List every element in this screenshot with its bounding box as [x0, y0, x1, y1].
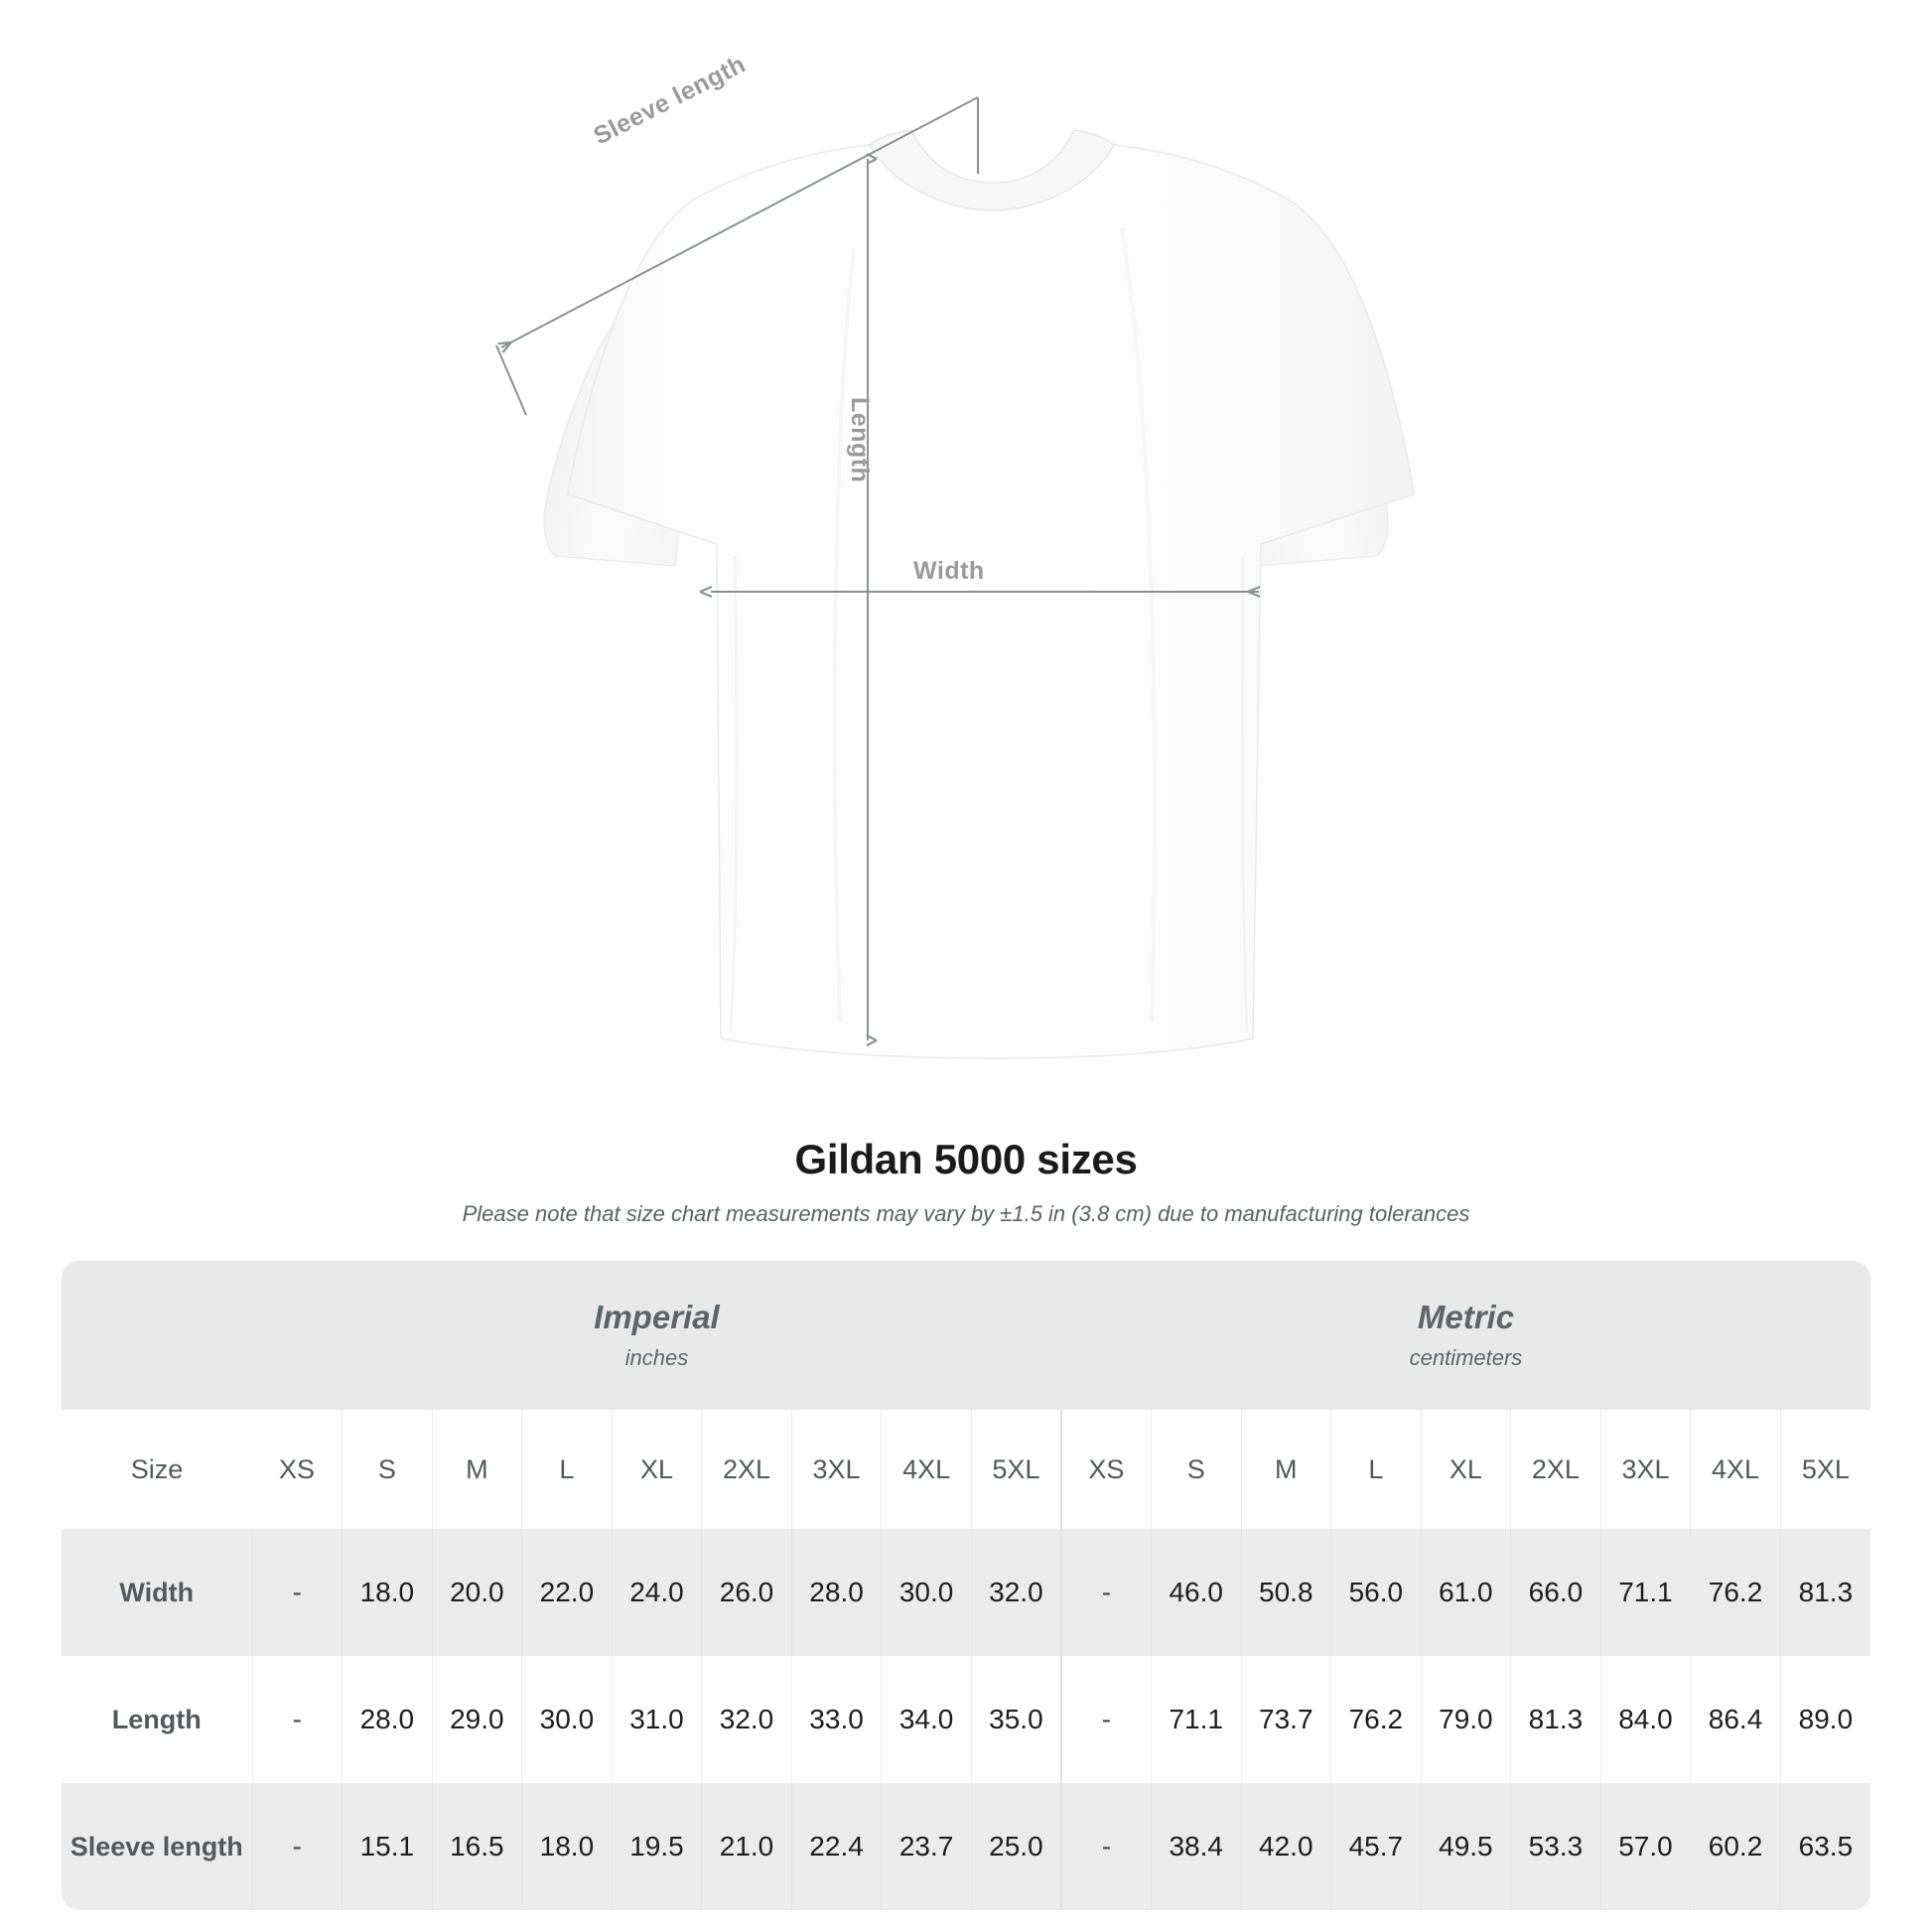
cell-width-imperial-2xl: 26.0 [701, 1529, 792, 1656]
tshirt-diagram: Sleeve length Length Width [495, 50, 1415, 1059]
size-header-metric-l: L [1330, 1410, 1422, 1529]
cell-width-metric-4xl: 76.2 [1690, 1529, 1781, 1656]
tolerance-note: Please note that size chart measurements… [462, 1201, 1470, 1226]
size-chart-table-wrapper: Imperial inches Metric centimeters Size … [62, 1261, 1870, 1910]
cell-length-metric-m: 73.7 [1240, 1656, 1331, 1783]
unit-subtitle-imperial: inches [624, 1345, 689, 1371]
size-header-imperial-3xl: 3XL [790, 1410, 882, 1529]
tshirt-illustration-svg [495, 96, 1415, 1059]
cell-width-metric-5xl: 81.3 [1779, 1529, 1870, 1656]
cell-length-metric-s: 71.1 [1150, 1656, 1242, 1783]
row-label-sleeve-length: Sleeve length [62, 1783, 252, 1910]
cell-sleeve-metric-m: 42.0 [1240, 1783, 1331, 1910]
cell-length-metric-2xl: 81.3 [1510, 1656, 1601, 1783]
cell-width-metric-l: 56.0 [1330, 1529, 1422, 1656]
cell-width-metric-m: 50.8 [1240, 1529, 1331, 1656]
cell-sleeve-imperial-xl: 19.5 [611, 1783, 702, 1910]
cell-width-imperial-s: 18.0 [342, 1529, 433, 1656]
title-block: Gildan 5000 sizes Please note that size … [0, 1136, 1932, 1227]
cell-sleeve-metric-4xl: 60.2 [1690, 1783, 1781, 1910]
cell-sleeve-metric-xs: - [1059, 1783, 1152, 1910]
cell-sleeve-imperial-xs: - [251, 1783, 343, 1910]
cell-length-metric-3xl: 84.0 [1599, 1656, 1691, 1783]
cell-length-imperial-m: 29.0 [431, 1656, 522, 1783]
size-header-imperial-m: M [431, 1410, 522, 1529]
cell-length-metric-xl: 79.0 [1420, 1656, 1511, 1783]
cell-sleeve-metric-3xl: 57.0 [1599, 1783, 1691, 1910]
tshirt-shape [543, 129, 1415, 1059]
cell-width-metric-xl: 61.0 [1420, 1529, 1511, 1656]
cell-sleeve-metric-5xl: 63.5 [1779, 1783, 1870, 1910]
cell-width-metric-xs: - [1059, 1529, 1152, 1656]
unit-subtitle-metric: centimeters [1409, 1345, 1523, 1371]
cell-sleeve-imperial-2xl: 21.0 [701, 1783, 792, 1910]
cell-sleeve-imperial-l: 18.0 [521, 1783, 613, 1910]
cell-length-metric-4xl: 86.4 [1690, 1656, 1781, 1783]
unit-group-imperial: Imperial inches [252, 1261, 1061, 1410]
row-label-length: Length [62, 1656, 252, 1783]
cell-width-metric-2xl: 66.0 [1510, 1529, 1601, 1656]
cell-width-imperial-xs: - [251, 1529, 343, 1656]
cell-sleeve-imperial-3xl: 22.4 [790, 1783, 882, 1910]
width-label: Width [913, 557, 985, 585]
cell-length-imperial-xl: 31.0 [611, 1656, 702, 1783]
size-header-metric-4xl: 4XL [1690, 1410, 1781, 1529]
size-chart-table: Imperial inches Metric centimeters Size … [62, 1261, 1870, 1910]
table-row: Sleeve length - 15.1 16.5 18.0 19.5 21.0… [62, 1783, 1870, 1910]
row-label-width: Width [62, 1529, 252, 1656]
size-header-metric-s: S [1150, 1410, 1242, 1529]
size-header-metric-xs: XS [1059, 1410, 1152, 1529]
cell-width-metric-3xl: 71.1 [1599, 1529, 1691, 1656]
cell-length-imperial-4xl: 34.0 [881, 1656, 972, 1783]
cell-length-imperial-l: 30.0 [521, 1656, 613, 1783]
cell-width-imperial-4xl: 30.0 [881, 1529, 972, 1656]
cell-length-imperial-2xl: 32.0 [701, 1656, 792, 1783]
cell-width-imperial-l: 22.0 [521, 1529, 613, 1656]
size-header-imperial-4xl: 4XL [881, 1410, 972, 1529]
cell-length-imperial-5xl: 35.0 [970, 1656, 1061, 1783]
size-header-imperial-xl: XL [611, 1410, 702, 1529]
unit-title-metric: Metric [1417, 1298, 1515, 1335]
cell-width-imperial-xl: 24.0 [611, 1529, 702, 1656]
size-header-metric-3xl: 3XL [1599, 1410, 1691, 1529]
unit-corner-cell [62, 1261, 252, 1410]
cell-width-metric-s: 46.0 [1150, 1529, 1242, 1656]
size-header-imperial-s: S [342, 1410, 433, 1529]
cell-length-metric-5xl: 89.0 [1779, 1656, 1870, 1783]
cell-length-imperial-s: 28.0 [342, 1656, 433, 1783]
cell-sleeve-metric-s: 38.4 [1150, 1783, 1242, 1910]
unit-banner-row: Imperial inches Metric centimeters [62, 1261, 1870, 1410]
cell-width-imperial-3xl: 28.0 [790, 1529, 882, 1656]
size-header-label: Size [62, 1410, 252, 1529]
unit-title-imperial: Imperial [594, 1298, 720, 1335]
length-label: Length [846, 397, 874, 483]
size-header-imperial-2xl: 2XL [701, 1410, 792, 1529]
cell-length-imperial-3xl: 33.0 [790, 1656, 882, 1783]
cell-sleeve-imperial-4xl: 23.7 [881, 1783, 972, 1910]
cell-sleeve-metric-2xl: 53.3 [1510, 1783, 1601, 1910]
unit-group-metric: Metric centimeters [1060, 1261, 1870, 1410]
size-header-imperial-xs: XS [252, 1410, 343, 1529]
cell-length-imperial-xs: - [251, 1656, 343, 1783]
cell-length-metric-l: 76.2 [1330, 1656, 1422, 1783]
cell-sleeve-metric-l: 45.7 [1330, 1783, 1422, 1910]
cell-sleeve-imperial-m: 16.5 [431, 1783, 522, 1910]
cell-sleeve-imperial-5xl: 25.0 [970, 1783, 1061, 1910]
cell-width-imperial-m: 20.0 [431, 1529, 522, 1656]
page-title: Gildan 5000 sizes [794, 1136, 1138, 1182]
table-row: Length - 28.0 29.0 30.0 31.0 32.0 33.0 3… [62, 1656, 1870, 1783]
cell-width-imperial-5xl: 32.0 [970, 1529, 1061, 1656]
size-header-imperial-5xl: 5XL [970, 1410, 1061, 1529]
sleeve-measure-line [495, 96, 979, 416]
size-header-metric-m: M [1240, 1410, 1331, 1529]
cell-sleeve-imperial-s: 15.1 [342, 1783, 433, 1910]
cell-length-metric-xs: - [1059, 1656, 1152, 1783]
size-header-imperial-l: L [521, 1410, 613, 1529]
size-header-metric-5xl: 5XL [1779, 1410, 1870, 1529]
size-header-metric-xl: XL [1420, 1410, 1511, 1529]
size-header-row: Size XS S M L XL 2XL 3XL 4XL 5XL XS S M … [62, 1410, 1870, 1529]
cell-sleeve-metric-xl: 49.5 [1420, 1783, 1511, 1910]
table-row: Width - 18.0 20.0 22.0 24.0 26.0 28.0 30… [62, 1529, 1870, 1656]
size-header-metric-2xl: 2XL [1510, 1410, 1601, 1529]
